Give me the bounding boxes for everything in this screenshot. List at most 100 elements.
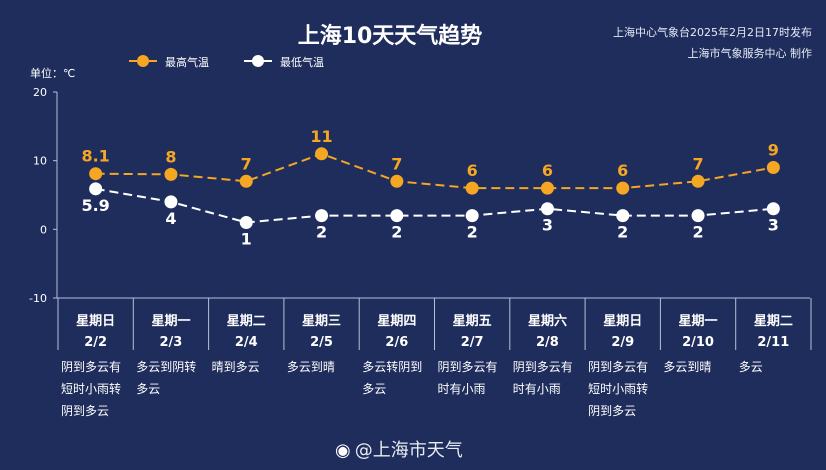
low-temp-point bbox=[164, 195, 178, 209]
high-temp-point bbox=[465, 181, 479, 195]
low-temp-line bbox=[95, 187, 774, 224]
high-temp-point bbox=[616, 181, 630, 195]
weather-line: 多云 bbox=[362, 382, 387, 396]
weekday-label: 星期一 bbox=[151, 314, 191, 329]
weekday-label: 星期六 bbox=[527, 314, 567, 329]
unit-label: 单位：℃ bbox=[30, 67, 76, 80]
high-temp-label: 7 bbox=[692, 154, 703, 173]
weekday-label: 星期二 bbox=[226, 314, 266, 329]
legend-high: 最高气温 bbox=[165, 56, 209, 69]
day-header: 星期一 2/3 bbox=[133, 302, 208, 350]
weather-line: 短时小雨转 bbox=[588, 382, 649, 396]
high-temp-point bbox=[89, 167, 103, 181]
high-temp-point bbox=[540, 181, 554, 195]
weather-line: 阴到多云 bbox=[588, 404, 637, 418]
weather-line: 多云转阴到 bbox=[362, 360, 423, 374]
weekday-label: 星期三 bbox=[302, 314, 342, 329]
legend-low-marker bbox=[252, 55, 264, 67]
high-temp-point bbox=[691, 174, 705, 188]
day-header: 星期二 2/4 bbox=[209, 302, 284, 350]
low-temp-point bbox=[616, 209, 630, 223]
weather-description: 多云到晴 bbox=[287, 356, 359, 378]
weather-description: 晴到多云 bbox=[212, 356, 284, 378]
date-label: 2/3 bbox=[159, 335, 183, 350]
date-label: 2/2 bbox=[84, 335, 108, 350]
day-header: 星期三 2/5 bbox=[284, 302, 359, 350]
weekday-label: 星期四 bbox=[377, 314, 417, 329]
low-temp-label: 1 bbox=[241, 229, 252, 248]
weather-description: 阴到多云有短时小雨转阴到多云 bbox=[588, 356, 660, 422]
high-temp-point bbox=[164, 167, 178, 181]
weather-description: 多云到阴转 多云 bbox=[136, 356, 208, 400]
low-temp-point bbox=[239, 215, 253, 229]
date-label: 2/11 bbox=[757, 335, 790, 350]
weather-description: 多云转阴到 多云 bbox=[362, 356, 434, 400]
low-temp-label: 2 bbox=[617, 223, 628, 242]
weather-description: 多云到晴 bbox=[663, 356, 735, 378]
high-temp-label: 6 bbox=[467, 161, 478, 180]
low-temp-label: 2 bbox=[692, 223, 703, 242]
low-temp-point bbox=[315, 209, 329, 223]
day-header: 星期六 2/8 bbox=[510, 302, 585, 350]
y-tick-label: -10 bbox=[29, 292, 47, 305]
date-label: 2/9 bbox=[611, 335, 635, 350]
date-label: 2/8 bbox=[536, 335, 559, 350]
date-label: 2/6 bbox=[385, 335, 409, 350]
weather-line: 多云到阴转 bbox=[136, 360, 197, 374]
watermark: ◉ @上海市天气 bbox=[335, 436, 463, 462]
weather-description: 阴到多云有 短时小雨转 阴到多云 bbox=[61, 356, 133, 422]
low-temp-label: 2 bbox=[391, 223, 402, 242]
publisher-line: 上海中心气象台2025年2月2日17时发布 bbox=[613, 26, 812, 39]
y-tick-label: 0 bbox=[40, 223, 47, 236]
weather-description: 阴到多云有 时有小雨 bbox=[513, 356, 585, 400]
high-temp-label: 7 bbox=[241, 154, 252, 173]
low-temp-label: 3 bbox=[768, 216, 779, 235]
legend-low: 最低气温 bbox=[280, 56, 324, 69]
day-header: 星期日 2/9 bbox=[585, 302, 660, 350]
day-header: 星期五 2/7 bbox=[435, 302, 510, 350]
high-temp-label: 11 bbox=[310, 127, 332, 146]
weather-line: 多云 bbox=[738, 360, 763, 374]
high-temp-label: 6 bbox=[617, 161, 628, 180]
date-label: 2/4 bbox=[234, 335, 258, 350]
high-temp-label: 8.1 bbox=[81, 147, 109, 166]
low-temp-label: 5.9 bbox=[81, 196, 109, 215]
weather-description: 多云 bbox=[739, 356, 811, 378]
weekday-label: 星期一 bbox=[678, 314, 718, 329]
day-header: 星期一 2/10 bbox=[660, 302, 735, 350]
date-label: 2/5 bbox=[310, 335, 333, 350]
weather-line: 多云到晴 bbox=[286, 360, 335, 374]
date-label: 2/10 bbox=[682, 335, 714, 350]
weibo-icon: ◉ bbox=[335, 440, 351, 461]
date-label: 2/7 bbox=[460, 335, 484, 350]
y-tick-label: 20 bbox=[33, 86, 47, 99]
watermark-text: @上海市天气 bbox=[354, 440, 463, 461]
low-temp-label: 3 bbox=[542, 216, 553, 235]
producer-line: 上海市气象服务中心 制作 bbox=[687, 47, 813, 60]
y-tick-label: 10 bbox=[33, 155, 47, 168]
low-temp-label: 4 bbox=[165, 209, 176, 228]
high-temp-label: 7 bbox=[391, 154, 402, 173]
high-temp-label: 9 bbox=[768, 141, 779, 160]
low-temp-point bbox=[691, 209, 705, 223]
high-temp-point bbox=[390, 174, 404, 188]
weather-line: 阴到多云 bbox=[61, 404, 110, 418]
high-temp-label: 8 bbox=[165, 147, 176, 166]
low-temp-point bbox=[540, 202, 554, 216]
low-temp-label: 2 bbox=[467, 223, 478, 242]
weather-line: 阴到多云有 bbox=[61, 360, 122, 374]
high-temp-point bbox=[766, 161, 780, 175]
weather-line: 多云到晴 bbox=[663, 360, 712, 374]
day-header: 星期二 2/11 bbox=[736, 302, 811, 350]
day-header: 星期日 2/2 bbox=[58, 302, 133, 350]
weekday-label: 星期日 bbox=[603, 314, 643, 329]
low-temp-point bbox=[465, 209, 479, 223]
weather-line: 阴到多云有 bbox=[588, 360, 649, 374]
legend-high-marker bbox=[137, 55, 149, 67]
low-temp-label: 2 bbox=[316, 223, 327, 242]
high-temp-point bbox=[315, 147, 329, 161]
weekday-label: 星期五 bbox=[452, 314, 492, 329]
high-temp-point bbox=[239, 174, 253, 188]
high-temp-label: 6 bbox=[542, 161, 553, 180]
